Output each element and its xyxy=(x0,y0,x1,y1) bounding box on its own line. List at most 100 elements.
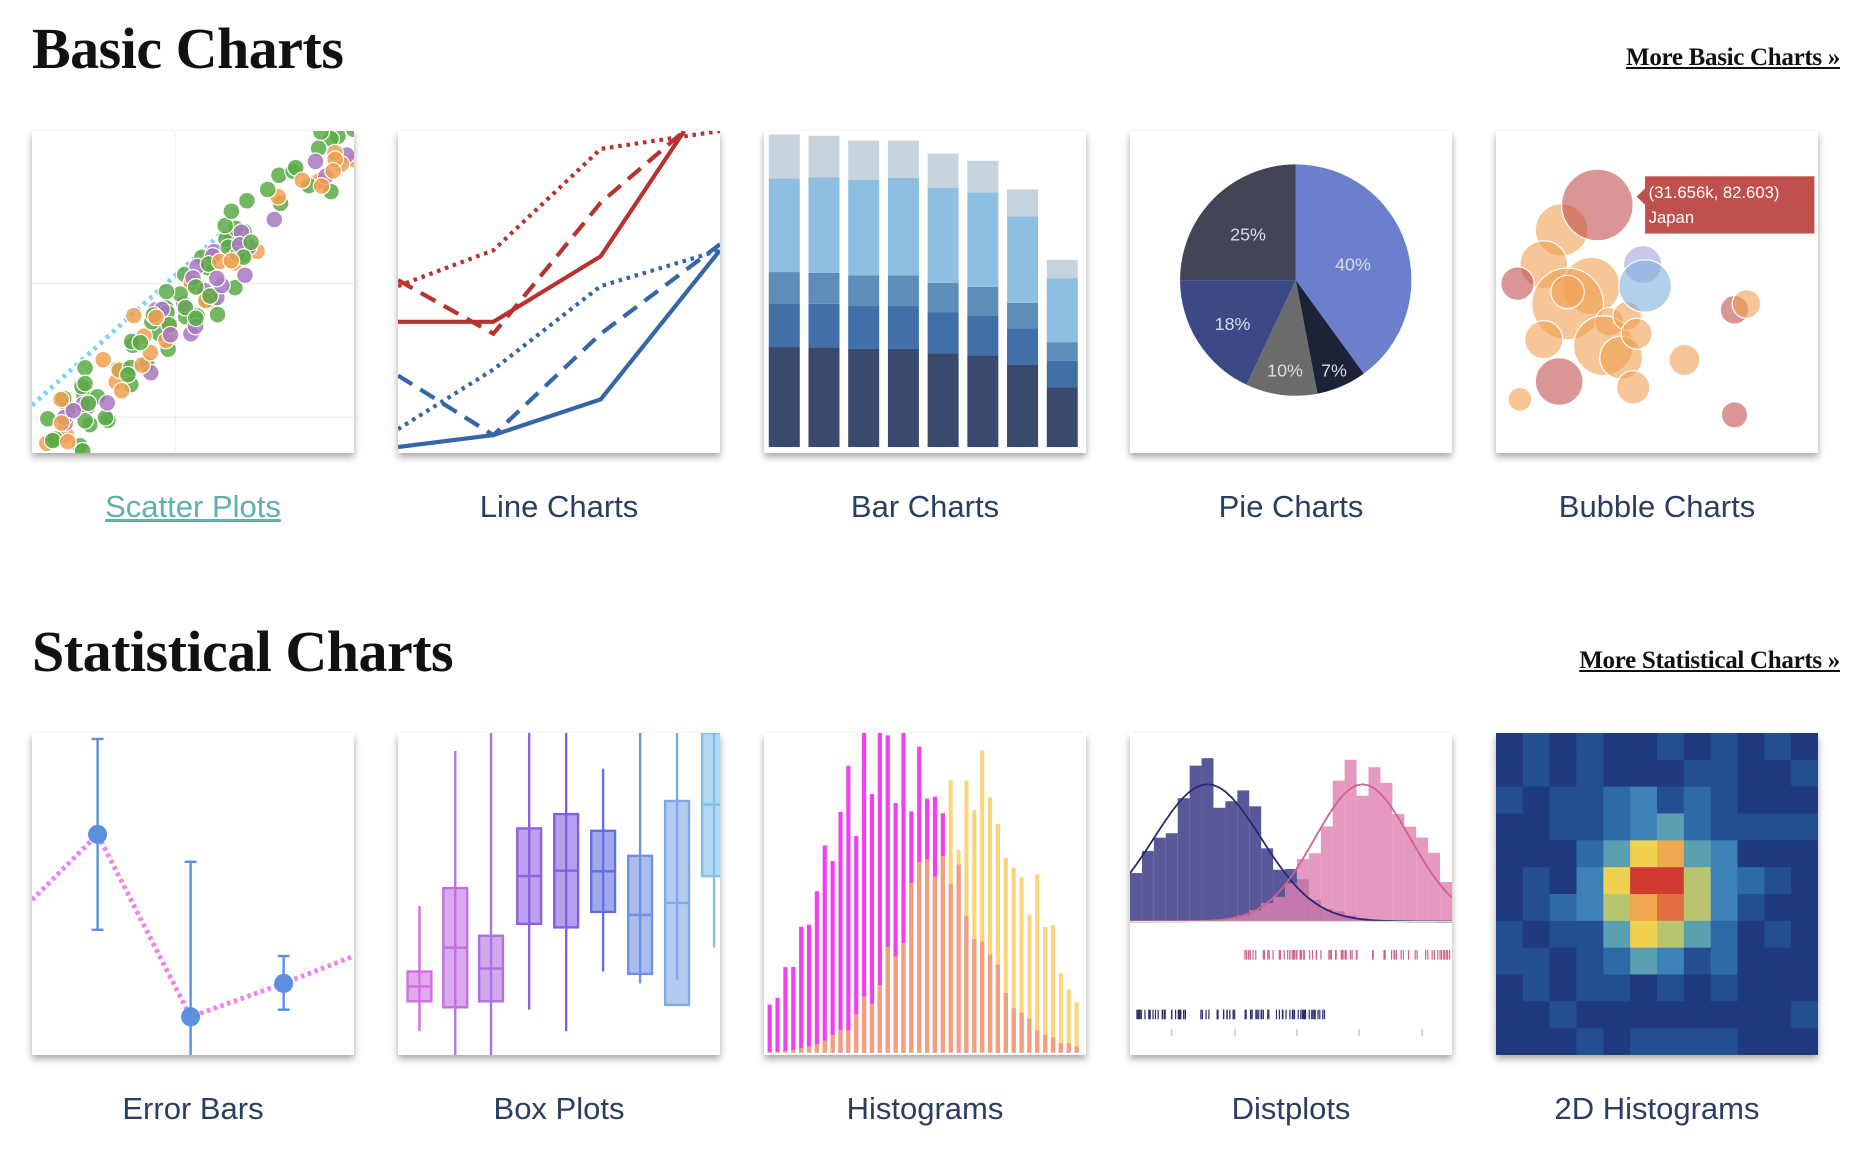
scatter-point xyxy=(58,432,77,451)
scatter-point xyxy=(242,233,261,252)
tile-box-plots[interactable]: Box Plots xyxy=(398,733,720,1127)
heatmap-cell xyxy=(1630,813,1658,841)
series-line xyxy=(398,131,720,288)
more-statistical-charts-link[interactable]: More Statistical Charts » xyxy=(1579,647,1840,674)
pie-charts-label[interactable]: Pie Charts xyxy=(1218,489,1364,524)
histogram-bar xyxy=(956,864,961,1053)
scatter-point xyxy=(133,356,152,375)
scatter-point xyxy=(43,431,62,450)
distplots-label[interactable]: Distplots xyxy=(1231,1091,1351,1126)
heatmap-cell xyxy=(1576,1001,1604,1029)
heatmap-cell xyxy=(1683,759,1712,788)
bubble xyxy=(1720,401,1749,429)
more-basic-charts-link[interactable]: More Basic Charts » xyxy=(1626,44,1840,71)
histogram-bar xyxy=(1003,993,1008,1053)
bar-charts-label[interactable]: Bar Charts xyxy=(850,489,1000,524)
heatmap-cell xyxy=(1603,1001,1631,1029)
histogram-bar xyxy=(901,733,906,1053)
bubble xyxy=(1620,317,1653,350)
heatmap-cell xyxy=(1630,759,1658,788)
scatter-point xyxy=(131,333,150,352)
heatmap-cell xyxy=(1576,840,1604,868)
pie-chart-thumbnail: 40% 7% 10% 18% 25% xyxy=(1130,131,1452,453)
heatmap-cell xyxy=(1764,733,1792,761)
distplot-bar xyxy=(1416,837,1429,922)
distplot-bar xyxy=(1225,801,1238,922)
histogram-bar xyxy=(1050,1037,1056,1053)
line-charts-label[interactable]: Line Charts xyxy=(479,489,639,524)
pie-label: 7% xyxy=(1321,361,1347,381)
heatmap-cell xyxy=(1710,786,1739,815)
scatter-point xyxy=(176,298,195,317)
tile-line-charts[interactable]: Line Charts xyxy=(398,131,720,525)
histogram-bar xyxy=(1050,925,1056,1053)
distplot-bar xyxy=(1249,806,1262,922)
histogram-bar xyxy=(854,835,859,1053)
bar-segment xyxy=(848,275,880,307)
histograms-label[interactable]: Histograms xyxy=(846,1091,1004,1126)
histogram-bar xyxy=(995,823,1001,1053)
histogram-bar xyxy=(877,985,882,1053)
heatmap-cell xyxy=(1576,733,1604,761)
tile-error-bars[interactable]: Error Bars xyxy=(32,733,354,1127)
histogram-bar xyxy=(885,947,890,1053)
scatter-point xyxy=(52,414,71,432)
distplot-bar xyxy=(1201,758,1214,922)
heatmap-cell xyxy=(1576,1028,1604,1055)
histogram-bar xyxy=(838,811,843,1053)
tile-bubble-charts[interactable]: (31.656k, 82.603) Japan Bubble Charts xyxy=(1496,131,1818,525)
heatmap-cell xyxy=(1764,974,1792,1002)
heatmap-cell xyxy=(1549,1028,1578,1055)
distplots-thumbnail xyxy=(1130,733,1452,1055)
heatmap-cell xyxy=(1522,894,1551,922)
histogram-bar xyxy=(909,883,914,1053)
distplot-bar xyxy=(1153,837,1166,922)
histogram-bar xyxy=(862,733,867,1053)
tile-histograms[interactable]: Histograms xyxy=(764,733,1086,1127)
histogram-bar xyxy=(987,797,993,1053)
histogram-bar xyxy=(869,1003,875,1053)
bubble xyxy=(1524,320,1564,360)
tile-bar-charts[interactable]: Bar Charts xyxy=(764,131,1086,525)
bar-segment xyxy=(768,303,800,348)
pie-slice xyxy=(1180,280,1296,385)
heatmap-cell xyxy=(1549,894,1578,922)
distplot-bar xyxy=(1285,883,1297,922)
heatmap-cell xyxy=(1496,947,1524,976)
histogram-bar xyxy=(1027,1018,1032,1053)
heatmap-cell xyxy=(1630,974,1658,1002)
distplot-bar xyxy=(1189,765,1202,922)
bar-segment xyxy=(967,192,999,287)
scatter-point xyxy=(147,308,165,327)
scatter-plots-label[interactable]: Scatter Plots xyxy=(105,489,281,524)
distplot-bar xyxy=(1392,814,1405,922)
histogram-bar xyxy=(862,996,867,1053)
tile-2d-histograms[interactable]: 2D Histograms xyxy=(1496,733,1818,1127)
section-title-statistical: Statistical Charts xyxy=(32,619,454,684)
pie-chart-image: 40% 7% 10% 18% 25% xyxy=(1180,164,1412,396)
heatmap-cell xyxy=(1657,759,1685,788)
tile-pie-charts[interactable]: 40% 7% 10% 18% 25% Pie Charts xyxy=(1130,131,1452,525)
scatter-plot-thumbnail xyxy=(32,131,354,453)
histogram-bar xyxy=(822,1040,827,1053)
2d-histograms-label[interactable]: 2D Histograms xyxy=(1554,1091,1760,1126)
tile-distplots[interactable]: Distplots xyxy=(1130,733,1452,1127)
error-bars-label[interactable]: Error Bars xyxy=(122,1091,264,1126)
heatmap-cell xyxy=(1496,974,1524,1002)
tile-scatter-plots[interactable]: Scatter Plots xyxy=(32,131,354,525)
histogram-bar xyxy=(846,765,851,1053)
distplot-bar xyxy=(1296,859,1309,922)
scatter-point xyxy=(207,269,226,288)
histogram-bar xyxy=(1003,857,1008,1053)
heatmap-cell xyxy=(1576,974,1604,1002)
heatmap-cell xyxy=(1522,1001,1551,1029)
box-plots-label[interactable]: Box Plots xyxy=(493,1091,625,1126)
histogram-bar xyxy=(877,733,882,1053)
heatmap-cell xyxy=(1496,759,1524,788)
bar-segment xyxy=(1007,364,1039,448)
histogram-bar xyxy=(791,1049,796,1053)
heatmap-cell xyxy=(1496,733,1524,761)
bubble-charts-label[interactable]: Bubble Charts xyxy=(1558,489,1756,524)
heatmap-cell xyxy=(1549,733,1578,761)
heatmap-cell xyxy=(1630,1028,1658,1055)
